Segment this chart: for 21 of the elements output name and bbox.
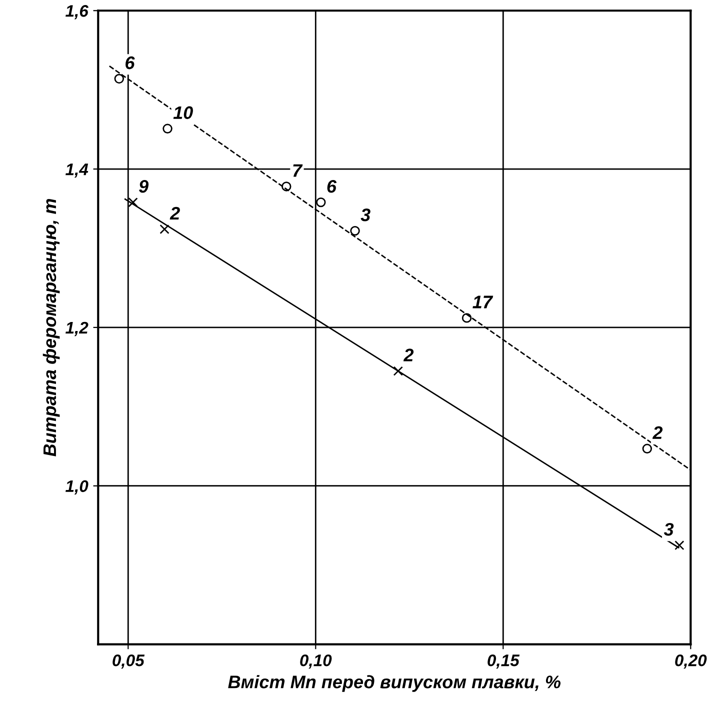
y-tick-label: 1,4 [66, 164, 88, 178]
x-tick-label: 0,05 [112, 654, 145, 669]
y-tick-label: 1,6 [66, 5, 89, 20]
annotation: 10 [173, 106, 193, 120]
x-tick-label: 0,10 [300, 654, 332, 669]
annotation: 9 [139, 180, 149, 193]
y-tick-label: 1,0 [66, 480, 88, 494]
x-axis-title: Вміст Mn перед випуском плавки, % [228, 675, 561, 692]
x-tick-label: 0,20 [675, 654, 707, 669]
annotation: 3 [360, 208, 370, 222]
annotation: 3 [664, 522, 674, 536]
x-tick-label: 0,15 [488, 654, 520, 669]
annotation: 2 [652, 426, 663, 439]
annotation: 6 [327, 180, 337, 193]
annotation: 2 [403, 348, 414, 362]
annotation: 7 [293, 164, 303, 177]
annotation: 2 [170, 206, 180, 220]
annotation: 6 [126, 56, 135, 70]
y-axis-title: Витрата феромарганцю, т [42, 198, 60, 456]
annotation: 17 [472, 296, 494, 308]
y-tick-label: 1,2 [66, 322, 88, 336]
